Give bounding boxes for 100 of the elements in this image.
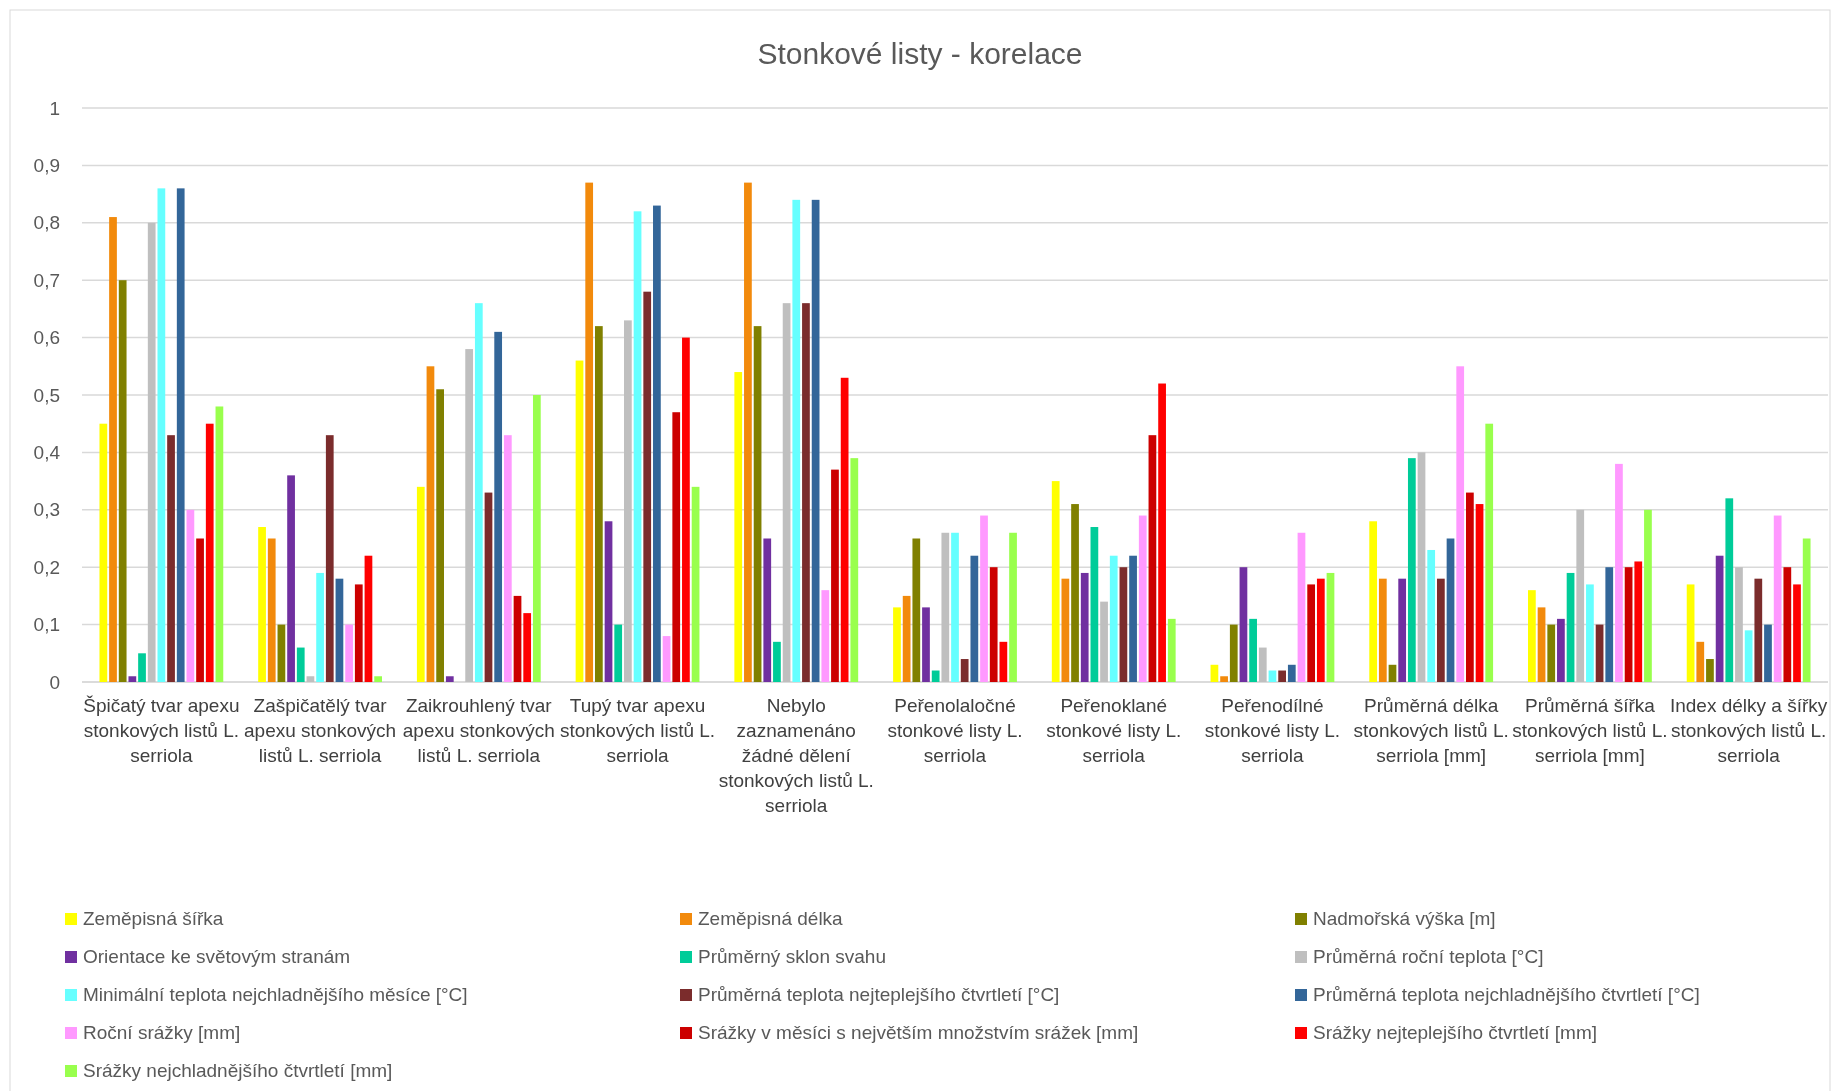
bar bbox=[109, 217, 117, 682]
bar bbox=[594, 326, 603, 682]
legend-label: Průměrná teplota nejchladnějšího čtvrtletí [°C] bbox=[1313, 984, 1700, 1005]
bar bbox=[445, 676, 454, 682]
x-tick-label: Průměrná šířka stonkových listů L. serriola [mm] bbox=[1512, 695, 1668, 766]
bar bbox=[1167, 618, 1176, 682]
bar bbox=[484, 492, 493, 682]
legend-label: Srážky nejteplejšího čtvrtletí [mm] bbox=[1313, 1022, 1598, 1043]
legend-label: Orientace ke světovým stranám bbox=[83, 946, 351, 967]
bar bbox=[416, 486, 425, 682]
bar bbox=[1793, 584, 1801, 682]
legend-label: Zeměpisná šířka bbox=[83, 908, 224, 929]
bar bbox=[1576, 509, 1585, 682]
bar bbox=[316, 572, 324, 682]
legend-label: Minimální teplota nejchladnějšího měsíce [°C] bbox=[83, 984, 468, 1005]
bar bbox=[1706, 659, 1714, 682]
bar bbox=[1446, 538, 1455, 682]
y-tick-label: 0,6 bbox=[33, 327, 60, 349]
bar bbox=[614, 624, 623, 682]
bar bbox=[1009, 532, 1017, 682]
legend-label: Srážky nejchladnějšího čtvrtletí [mm] bbox=[83, 1060, 393, 1081]
bar bbox=[1369, 521, 1378, 682]
bar bbox=[258, 527, 266, 682]
bar bbox=[893, 607, 901, 682]
bar bbox=[277, 624, 286, 682]
bar bbox=[1773, 515, 1782, 682]
x-tick-label: Zašpičatělý tvar apexu stonkových listů L. serriola bbox=[244, 695, 397, 766]
bar bbox=[1278, 670, 1286, 682]
x-tick-label: Peřenoklané stonkové listy L. serriola bbox=[1046, 695, 1182, 766]
bar bbox=[176, 188, 185, 682]
bar bbox=[374, 676, 382, 682]
bar bbox=[1586, 584, 1594, 682]
bar bbox=[682, 337, 690, 682]
bar bbox=[474, 303, 483, 682]
bar bbox=[1316, 578, 1325, 682]
bar bbox=[960, 659, 969, 682]
x-tick-label: Index délky a šířky stonkových listů L. serriola bbox=[1669, 695, 1828, 766]
bar bbox=[364, 555, 373, 682]
bar bbox=[1080, 572, 1089, 682]
bar bbox=[633, 211, 642, 682]
bar bbox=[1456, 366, 1465, 682]
x-tick-label: Špičatý tvar apexu stonkových listů L. serriola bbox=[83, 695, 240, 766]
bar bbox=[902, 595, 911, 682]
bar bbox=[1061, 578, 1070, 682]
y-tick-label: 0,7 bbox=[33, 269, 60, 291]
bar bbox=[662, 636, 671, 682]
bar bbox=[1557, 618, 1565, 682]
y-tick-label: 0,3 bbox=[33, 499, 60, 521]
bar bbox=[922, 607, 930, 682]
bar bbox=[831, 469, 839, 682]
bar bbox=[205, 423, 214, 682]
bar bbox=[773, 641, 781, 682]
y-tick-label: 0,1 bbox=[33, 614, 60, 636]
bar bbox=[1466, 492, 1474, 682]
bar bbox=[1735, 567, 1743, 682]
bar bbox=[1398, 578, 1407, 682]
x-tick-label: Zaikrouhlený tvar apexu stonkových listů L. serriola bbox=[402, 695, 555, 766]
bar bbox=[691, 486, 700, 682]
legend-label: Srážky v měsíci s největším množstvím srážek [mm] bbox=[698, 1022, 1139, 1043]
bar bbox=[1537, 607, 1546, 682]
bar bbox=[335, 578, 344, 682]
legend-label: Průměrná teplota nejteplejšího čtvrtletí [°C] bbox=[698, 984, 1060, 1005]
bar bbox=[1783, 567, 1792, 682]
bar bbox=[1407, 458, 1416, 682]
y-tick-label: 0,4 bbox=[33, 441, 61, 463]
legend-label: Nadmořská výška [m] bbox=[1313, 908, 1496, 929]
x-tick-label: Peřenolaločné stonkové listy L. serriola bbox=[887, 695, 1023, 766]
bar bbox=[215, 406, 224, 682]
y-tick-label: 0,2 bbox=[33, 556, 60, 578]
bar bbox=[1378, 578, 1387, 682]
bar bbox=[196, 538, 204, 682]
chart-title: Stonkové listy - korelace bbox=[757, 37, 1083, 70]
bar bbox=[850, 458, 859, 682]
bar bbox=[821, 590, 830, 682]
bar bbox=[1634, 561, 1643, 682]
bar bbox=[1051, 481, 1060, 682]
bar bbox=[575, 360, 584, 682]
bar bbox=[306, 676, 315, 682]
bar bbox=[267, 538, 276, 682]
bar bbox=[912, 538, 921, 682]
bar bbox=[1229, 624, 1238, 682]
y-tick-label: 0 bbox=[49, 671, 60, 693]
x-tick-label: Peřenodílné stonkové listy L. serriola bbox=[1204, 695, 1341, 766]
bar bbox=[604, 521, 613, 682]
bar bbox=[1475, 504, 1484, 682]
bar bbox=[1427, 549, 1436, 682]
bar bbox=[1417, 452, 1426, 682]
bar bbox=[345, 624, 353, 682]
bar bbox=[792, 199, 801, 682]
bar bbox=[296, 647, 305, 682]
bar bbox=[653, 205, 661, 682]
bar bbox=[1595, 624, 1604, 682]
bar bbox=[465, 349, 474, 682]
bar bbox=[1258, 647, 1267, 682]
bar bbox=[325, 435, 334, 682]
y-tick-label: 0,9 bbox=[33, 154, 60, 176]
legend-label: Průměrná roční teplota [°C] bbox=[1313, 946, 1544, 967]
bar bbox=[1220, 676, 1228, 682]
bar bbox=[999, 641, 1008, 682]
bar bbox=[157, 188, 166, 682]
